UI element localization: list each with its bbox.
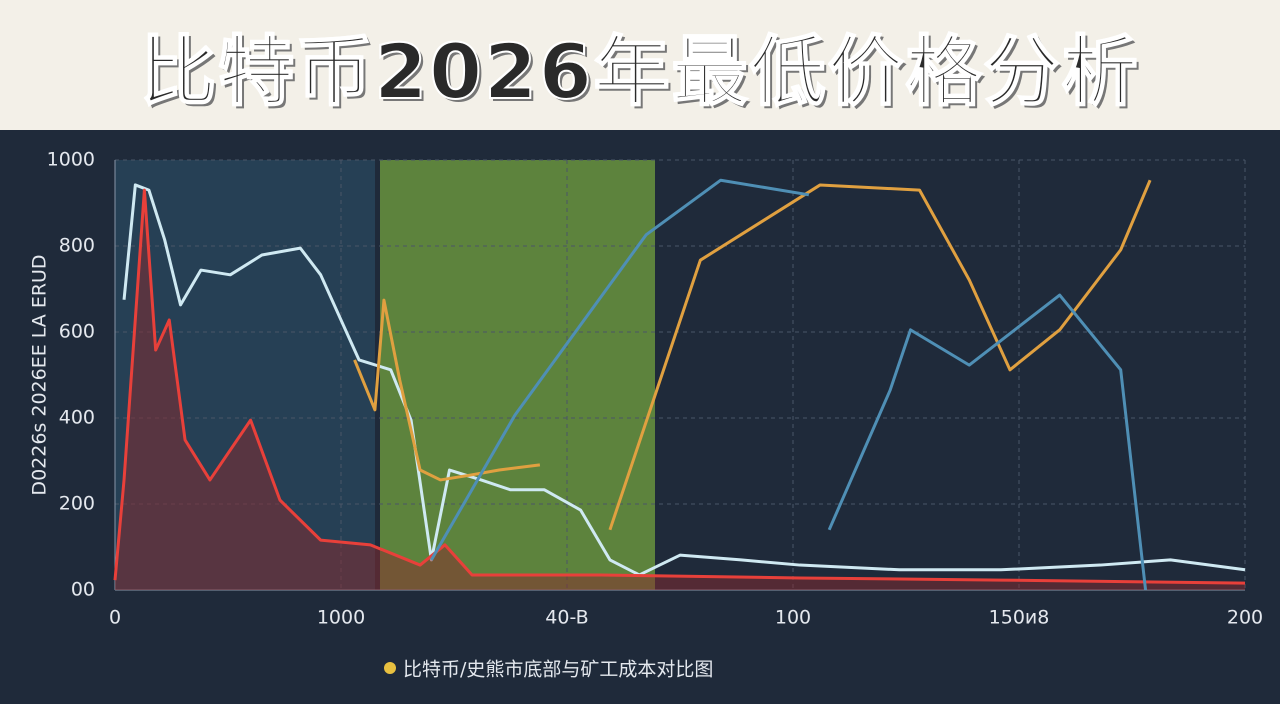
- series-line: [122, 183, 1246, 577]
- x-tick-label: 1000: [317, 607, 365, 629]
- x-tick-label: 100: [775, 607, 811, 629]
- y-axis-label: D0226s 2026EE LA ERUD: [29, 254, 51, 495]
- red-area: [115, 190, 1245, 590]
- x-tick-label: 40-B: [545, 607, 588, 629]
- y-tick-label: 200: [59, 493, 95, 515]
- caption: 比特币/史熊市底部与矿工成本对比图: [403, 659, 713, 681]
- y-tick-label: 600: [59, 321, 95, 343]
- x-tick-label: 200: [1227, 607, 1263, 629]
- y-tick-label: 400: [59, 407, 95, 429]
- y-tick-label: 800: [59, 235, 95, 257]
- series-line: [113, 188, 1246, 585]
- chart: D0226s 2026EE LA ERUD 比特币/史熊市底部与矿工成本对比图 …: [0, 130, 1280, 704]
- y-tick-label: 00: [71, 579, 95, 601]
- caption-icon: [384, 662, 396, 674]
- series-line: [430, 178, 1148, 591]
- x-tick-label: 0: [109, 607, 121, 629]
- series-line: [353, 179, 1152, 531]
- green-band: [380, 160, 655, 590]
- x-tick-label: 150и8: [989, 607, 1050, 629]
- title: 比特币2026年最低价格分析: [139, 26, 1140, 117]
- y-tick-label: 1000: [47, 149, 95, 171]
